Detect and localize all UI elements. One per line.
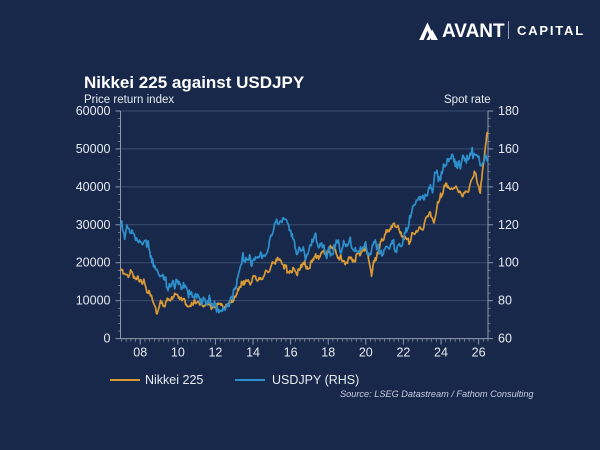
svg-text:120: 120 (498, 218, 519, 232)
svg-text:20000: 20000 (76, 256, 111, 270)
svg-text:80: 80 (498, 294, 512, 308)
svg-text:24: 24 (434, 346, 448, 360)
svg-text:40000: 40000 (76, 180, 111, 194)
svg-text:USDJPY (RHS): USDJPY (RHS) (272, 373, 359, 387)
svg-text:20: 20 (359, 346, 373, 360)
svg-text:0: 0 (104, 332, 111, 346)
svg-text:30000: 30000 (76, 218, 111, 232)
svg-text:60: 60 (498, 332, 512, 346)
svg-text:10: 10 (171, 346, 185, 360)
svg-text:26: 26 (472, 346, 486, 360)
svg-text:08: 08 (133, 346, 147, 360)
svg-text:100: 100 (498, 256, 519, 270)
svg-text:180: 180 (498, 104, 519, 118)
svg-text:10000: 10000 (76, 294, 111, 308)
svg-text:Nikkei 225: Nikkei 225 (145, 373, 203, 387)
svg-text:14: 14 (246, 346, 260, 360)
svg-text:50000: 50000 (76, 142, 111, 156)
svg-text:12: 12 (208, 346, 222, 360)
svg-text:160: 160 (498, 142, 519, 156)
svg-text:140: 140 (498, 180, 519, 194)
svg-text:18: 18 (321, 346, 335, 360)
svg-text:16: 16 (284, 346, 298, 360)
svg-text:22: 22 (396, 346, 410, 360)
svg-text:60000: 60000 (76, 104, 111, 118)
